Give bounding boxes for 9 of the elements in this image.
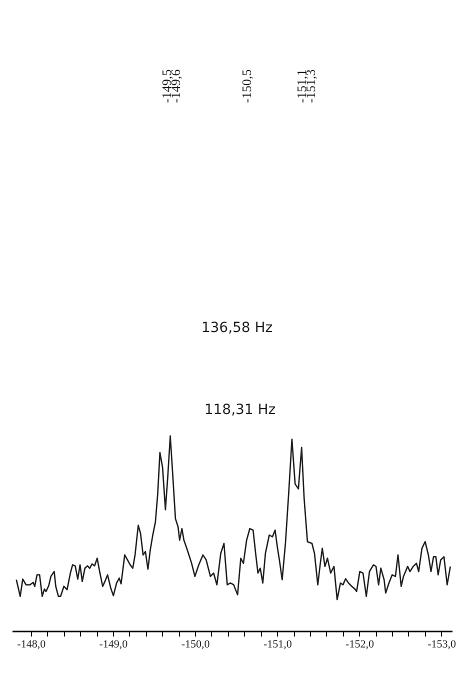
text: 136,58 Hz <box>201 320 273 336</box>
x-tick-label: -152,0 <box>346 638 374 650</box>
text: -150,5 <box>239 69 254 103</box>
x-tick-label: -149,0 <box>99 638 128 650</box>
x-tick-label: -151,0 <box>263 638 292 650</box>
x-tick-label: -153,0 <box>428 638 457 650</box>
x-tick-label: -150,0 <box>181 638 210 650</box>
text: 118,31 Hz <box>204 402 276 418</box>
x-tick-label: -148,0 <box>17 638 46 650</box>
